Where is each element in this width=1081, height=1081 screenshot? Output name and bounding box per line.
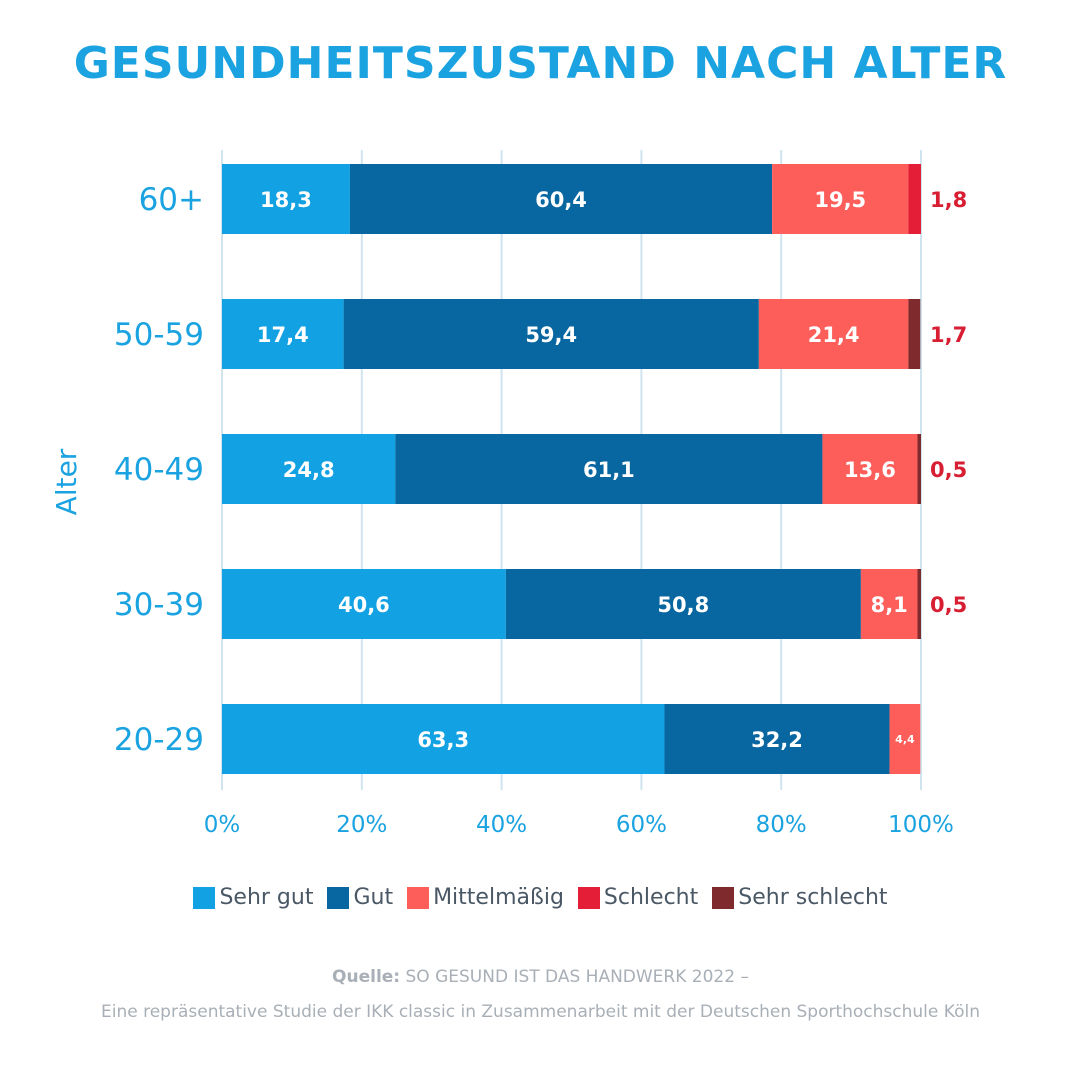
data-label: 18,3 bbox=[260, 188, 312, 212]
bar-segment bbox=[772, 164, 909, 234]
data-label: 8,1 bbox=[871, 593, 908, 617]
bar-segment bbox=[860, 569, 918, 639]
data-label: 13,6 bbox=[844, 458, 896, 482]
x-tick-label: 0% bbox=[204, 812, 241, 838]
legend-label: Gut bbox=[353, 885, 394, 910]
bar-segment bbox=[343, 299, 759, 369]
outside-data-label: 1,7 bbox=[930, 323, 967, 347]
data-label: 61,1 bbox=[583, 458, 635, 482]
outside-data-label: 0,5 bbox=[930, 593, 967, 617]
bar-segment bbox=[222, 299, 344, 369]
bar-segment bbox=[222, 704, 665, 774]
chart-title: GESUNDHEITSZUSTAND NACH ALTER bbox=[73, 38, 1008, 89]
data-label: 17,4 bbox=[257, 323, 309, 347]
legend-swatch bbox=[712, 886, 735, 909]
legend-item: Schlecht bbox=[577, 885, 699, 910]
bar-segment bbox=[349, 164, 773, 234]
data-label: 50,8 bbox=[657, 593, 709, 617]
data-label: 19,5 bbox=[814, 188, 866, 212]
data-labels: 18,3 60,4 19,5 1,8 17,4 59,4 21,4 1,7 24,8 61,1 13… bbox=[257, 188, 967, 752]
legend-swatch bbox=[577, 886, 600, 909]
source-line-1: Quelle: SO GESUND IST DAS HANDWERK 2022 … bbox=[0, 967, 1081, 987]
x-tick-label: 80% bbox=[756, 812, 807, 838]
legend-item: Sehr schlecht bbox=[712, 885, 888, 910]
data-label: 59,4 bbox=[525, 323, 577, 347]
legend: Sehr gut Gut Mittelmäßig Schlecht Sehr schle… bbox=[0, 885, 1081, 910]
outside-data-label: 0,5 bbox=[930, 458, 967, 482]
y-category-label: 40-49 bbox=[114, 452, 204, 488]
bar-segment bbox=[505, 569, 861, 639]
bar-segment bbox=[889, 704, 921, 774]
legend-item: Mittelmäßig bbox=[407, 885, 564, 910]
data-label: 63,3 bbox=[417, 728, 469, 752]
x-tick-label: 60% bbox=[616, 812, 667, 838]
legend-swatch bbox=[193, 886, 216, 909]
x-tick-label: 100% bbox=[888, 812, 954, 838]
x-tick-label: 20% bbox=[336, 812, 387, 838]
bar-segment bbox=[908, 164, 921, 234]
legend-label: Sehr schlecht bbox=[738, 885, 888, 910]
x-tick-label: 40% bbox=[476, 812, 527, 838]
bar-segment bbox=[222, 434, 396, 504]
legend-swatch bbox=[327, 886, 350, 909]
data-label: 4,4 bbox=[895, 733, 915, 746]
data-label: 32,2 bbox=[751, 728, 803, 752]
source-prefix: Quelle: bbox=[332, 967, 401, 987]
data-label: 60,4 bbox=[535, 188, 587, 212]
y-category-label: 30-39 bbox=[114, 587, 204, 623]
bar-segment bbox=[395, 434, 823, 504]
legend-item: Gut bbox=[327, 885, 393, 910]
bar-groups bbox=[222, 164, 921, 774]
source-line-2: Eine repräsentative Studie der IKK class… bbox=[101, 1002, 980, 1022]
bar-segment bbox=[822, 434, 918, 504]
source-title: SO GESUND IST DAS HANDWERK 2022 – bbox=[400, 967, 749, 987]
axes: 0% 20% 40% 60% 80% 100% Alter 60+ 50-59 40-49 30-3… bbox=[50, 182, 954, 838]
bar-segment bbox=[917, 434, 921, 504]
y-axis-title: Alter bbox=[50, 448, 83, 515]
data-label: 21,4 bbox=[808, 323, 860, 347]
data-label: 40,6 bbox=[338, 593, 390, 617]
y-category-label: 20-29 bbox=[114, 722, 204, 758]
legend-label: Mittelmäßig bbox=[433, 885, 564, 910]
bar-segment bbox=[664, 704, 890, 774]
y-category-label: 50-59 bbox=[114, 317, 204, 353]
bar-segment bbox=[222, 569, 506, 639]
bar-segment bbox=[758, 299, 909, 369]
bar-segment bbox=[917, 569, 921, 639]
legend-item: Sehr gut bbox=[193, 885, 313, 910]
legend-label: Sehr gut bbox=[219, 885, 314, 910]
bar-segment bbox=[222, 164, 350, 234]
stacked-bar-chart: 18,3 60,4 19,5 1,8 17,4 59,4 21,4 1,7 24,8 61,1 13… bbox=[50, 150, 967, 838]
y-category-label: 60+ bbox=[139, 182, 204, 218]
outside-data-label: 1,8 bbox=[930, 188, 967, 212]
data-label: 24,8 bbox=[283, 458, 335, 482]
legend-swatch bbox=[407, 886, 430, 909]
legend-label: Schlecht bbox=[603, 885, 699, 910]
bar-segment bbox=[908, 299, 921, 369]
